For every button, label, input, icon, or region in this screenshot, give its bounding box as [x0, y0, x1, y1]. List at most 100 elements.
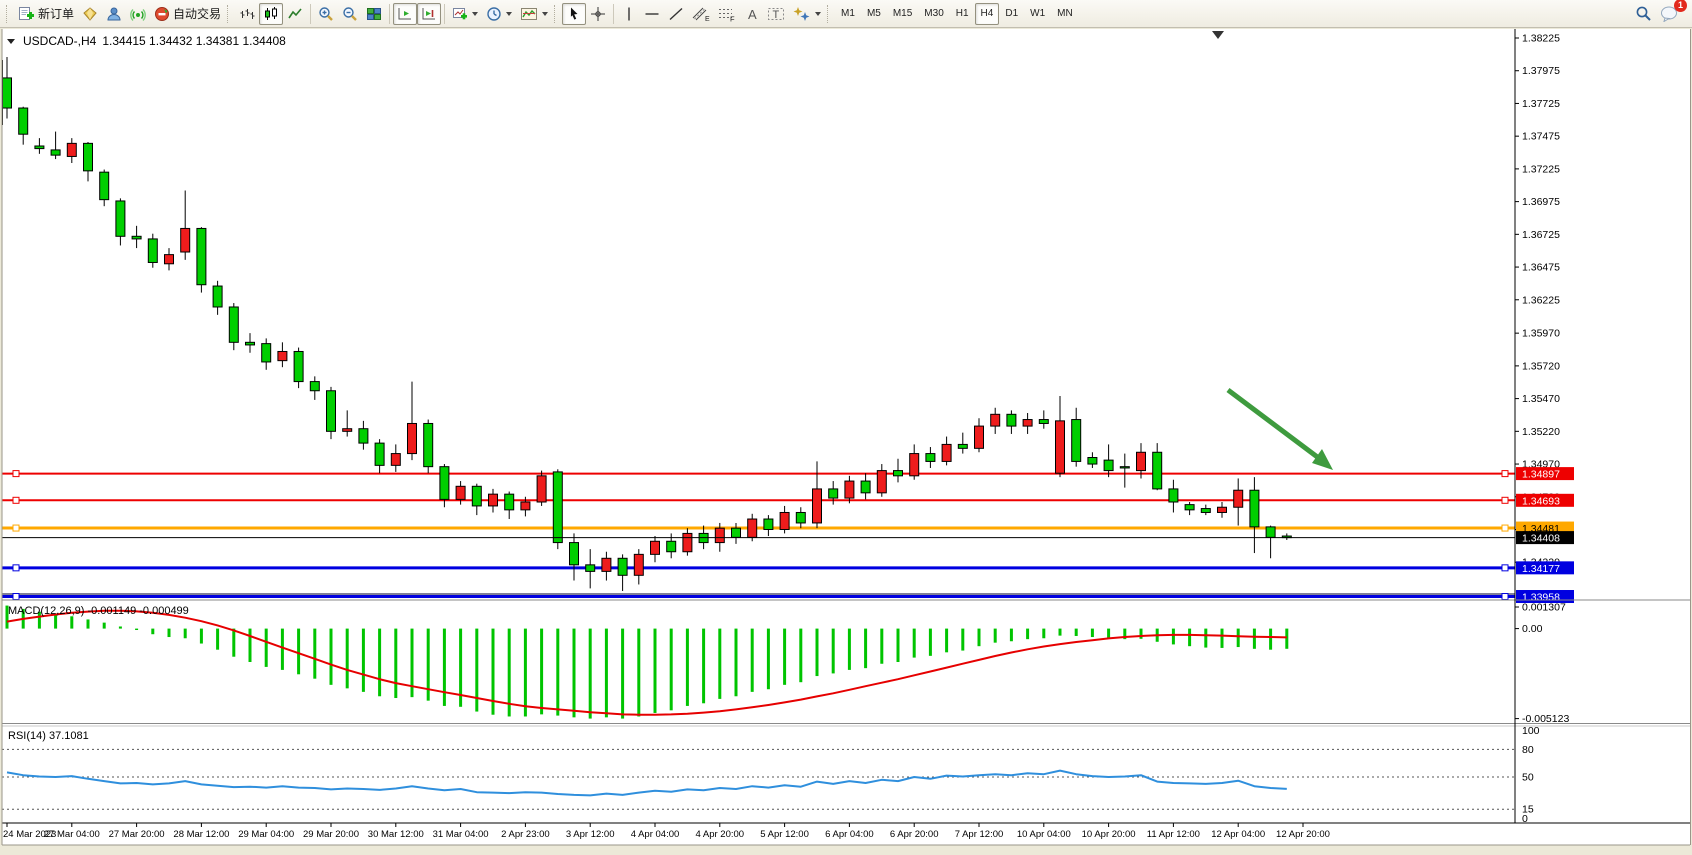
- line-handle[interactable]: [12, 470, 20, 478]
- line-handle[interactable]: [1501, 564, 1509, 572]
- signal-button[interactable]: [126, 3, 150, 25]
- macd-histogram-bar: [1107, 628, 1111, 639]
- cursor-icon: [570, 7, 578, 20]
- cursor-button[interactable]: [562, 2, 587, 25]
- chat-button[interactable]: [1656, 3, 1682, 25]
- channel-button[interactable]: E: [688, 3, 714, 25]
- line-handle[interactable]: [12, 564, 20, 572]
- toolbar-grip[interactable]: [827, 4, 832, 23]
- trendline-button[interactable]: [664, 3, 688, 25]
- price-tick-label: 1.35720: [1522, 360, 1560, 372]
- macd-histogram-bar: [766, 628, 770, 690]
- macd-indicator-label: MACD(12,26,9) -0.001149 -0.000499: [8, 605, 189, 617]
- candle: [1265, 526, 1276, 538]
- macd-histogram-bar: [734, 628, 738, 697]
- line-handle[interactable]: [1501, 524, 1509, 532]
- candle: [374, 442, 385, 466]
- zoom-out-icon: [343, 6, 357, 21]
- auto-scroll-button[interactable]: [393, 2, 418, 25]
- price-tick-label: 1.36225: [1522, 294, 1560, 306]
- chart-shift-marker-icon[interactable]: [1212, 31, 1224, 39]
- horizontal-line-button[interactable]: [640, 3, 664, 25]
- new-chart-button[interactable]: [448, 3, 482, 25]
- line-handle[interactable]: [1501, 593, 1509, 601]
- price-tick-label: 1.36475: [1522, 262, 1560, 274]
- macd-histogram-bar: [151, 628, 155, 635]
- candle: [196, 227, 207, 286]
- autotrade-button[interactable]: 自动交易: [150, 3, 225, 25]
- candle: [293, 350, 304, 383]
- macd-histogram-bar: [1269, 628, 1273, 650]
- timeframe-button-h4[interactable]: H4: [974, 2, 1000, 25]
- text-label-button[interactable]: T: [763, 3, 789, 25]
- autotrade-label: 自动交易: [173, 7, 222, 21]
- zoom-out-button[interactable]: [338, 3, 362, 25]
- line-handle[interactable]: [12, 524, 20, 532]
- macd-histogram-bar: [993, 628, 997, 643]
- macd-histogram-bar: [297, 628, 301, 675]
- timeframe-button-m1[interactable]: M1: [835, 3, 861, 25]
- macd-histogram-bar: [102, 622, 106, 629]
- timeframe-button-h1[interactable]: H1: [950, 3, 975, 25]
- trend-arrow-annotation[interactable]: [1226, 388, 1333, 470]
- line-chart-button[interactable]: [283, 3, 307, 25]
- fibonacci-button[interactable]: F: [714, 3, 740, 25]
- price-tick-label: 1.37475: [1522, 131, 1560, 143]
- macd-pane: 0.001307 0.00 -0.005123: [5, 602, 1569, 725]
- text-button[interactable]: A: [740, 3, 763, 25]
- macd-histogram-bar: [475, 628, 479, 712]
- crosshair-button[interactable]: [586, 3, 610, 25]
- candle: [569, 542, 579, 566]
- bar-chart-button[interactable]: [235, 3, 259, 25]
- line-handle[interactable]: [12, 496, 20, 504]
- candle: [925, 453, 936, 462]
- data-window-button[interactable]: [102, 3, 126, 25]
- candle: [617, 557, 628, 576]
- timeframe-button-m30[interactable]: M30: [918, 3, 949, 25]
- time-axis-label: 11 Apr 12:00: [1147, 829, 1200, 840]
- timeframe-button-w1[interactable]: W1: [1024, 3, 1051, 25]
- candle: [795, 511, 806, 524]
- line-handle[interactable]: [12, 593, 20, 601]
- timeframe-button-m15[interactable]: M15: [887, 3, 918, 25]
- new-order-button[interactable]: 新订单: [14, 3, 78, 25]
- tile-windows-button[interactable]: [362, 3, 386, 25]
- line-handle[interactable]: [1501, 470, 1509, 478]
- toolbar-grip[interactable]: [554, 4, 559, 23]
- market-watch-button[interactable]: [78, 3, 102, 25]
- candle: [407, 422, 417, 455]
- candle: [164, 254, 174, 265]
- zoom-in-button[interactable]: [314, 3, 338, 25]
- timeframe-button-m5[interactable]: M5: [861, 3, 887, 25]
- toolbar-grip[interactable]: [227, 4, 232, 23]
- chart-dropdown-icon[interactable]: [7, 38, 15, 44]
- macd-histogram-bar: [653, 628, 657, 713]
- profiles-button[interactable]: [482, 3, 516, 25]
- line-handle[interactable]: [1501, 496, 1509, 504]
- time-axis-label: 31 Mar 04:00: [433, 829, 489, 840]
- candlestick-button[interactable]: [259, 2, 284, 25]
- dropdown-arrow-icon: [506, 11, 513, 16]
- gold-diamond-icon: [83, 6, 97, 21]
- chart-background: [2, 29, 1690, 845]
- toolbar-grip[interactable]: [6, 4, 11, 23]
- macd-histogram-bar: [540, 628, 544, 715]
- candle: [1071, 419, 1082, 462]
- candle: [974, 425, 984, 449]
- arrows-button[interactable]: [789, 3, 825, 25]
- vertical-line-button[interactable]: [617, 3, 640, 25]
- timeframe-button-mn[interactable]: MN: [1051, 3, 1079, 25]
- price-tick-label: 1.38225: [1522, 33, 1560, 45]
- chart-title[interactable]: USDCAD-,H4 1.34415 1.34432 1.34381 1.344…: [7, 34, 286, 48]
- macd-histogram-bar: [378, 628, 382, 697]
- notification-badge[interactable]: 1: [1674, 0, 1687, 12]
- svg-text:1.33958: 1.33958: [1522, 592, 1560, 604]
- chart-ohlc-values: 1.34415 1.34432 1.34381 1.34408: [102, 34, 286, 48]
- indicators-button[interactable]: [516, 3, 552, 25]
- search-button[interactable]: [1631, 3, 1656, 25]
- timeframe-button-d1[interactable]: D1: [999, 3, 1024, 25]
- price-tick-label: 1.36725: [1522, 229, 1560, 241]
- time-axis-label: 6 Apr 04:00: [825, 829, 874, 840]
- chart-canvas[interactable]: 1.38225 1.37975 1.37725 1.37475 1.37225 1.369…: [0, 28, 1692, 855]
- chart-shift-button[interactable]: [417, 2, 442, 25]
